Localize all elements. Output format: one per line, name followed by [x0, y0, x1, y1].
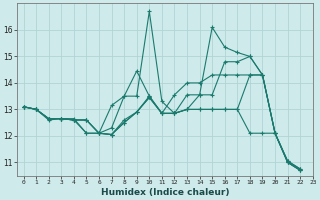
X-axis label: Humidex (Indice chaleur): Humidex (Indice chaleur)	[101, 188, 229, 197]
